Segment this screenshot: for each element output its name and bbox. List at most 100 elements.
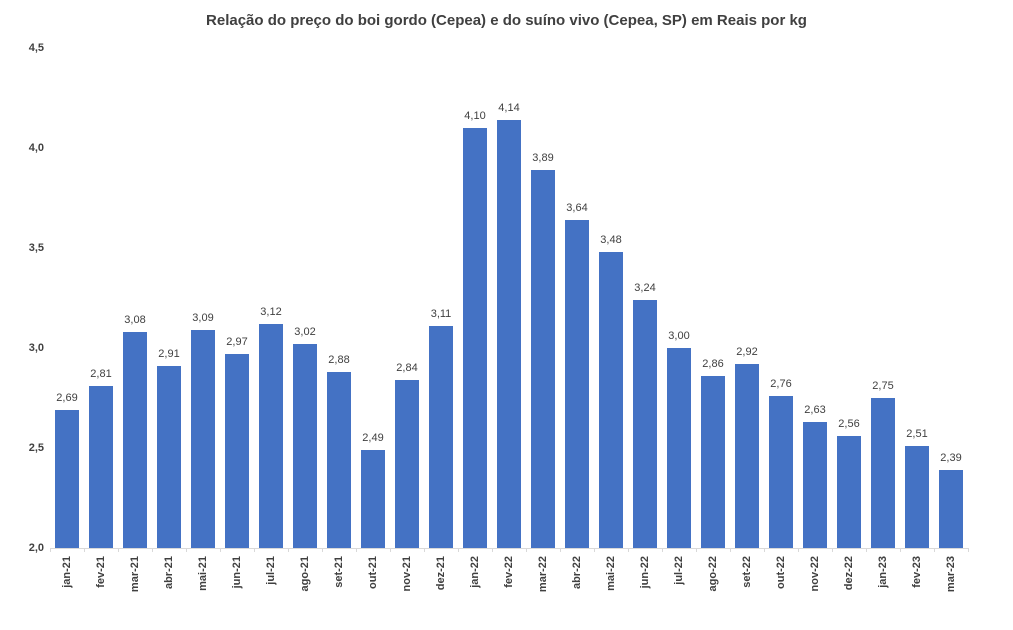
- x-label-slot: fev-23: [900, 556, 934, 616]
- bar-value-label: 3,02: [294, 326, 316, 338]
- bar-set-21: [327, 372, 351, 548]
- y-axis: 4,5 4,0 3,5 3,0 2,5 2,0: [8, 42, 44, 554]
- bar-value-label: 3,11: [430, 308, 452, 320]
- x-axis-tick: [50, 548, 51, 552]
- x-label-slot: ago-22: [696, 556, 730, 616]
- y-axis-label: 2,0: [28, 542, 44, 554]
- bar-value-label: 3,00: [668, 330, 690, 342]
- x-axis-label: jul-22: [673, 556, 685, 585]
- bar-mar-22: [531, 170, 555, 548]
- bar-slot-ago-22: 2,86: [696, 48, 730, 548]
- x-axis-label: set-22: [741, 556, 753, 588]
- bar-slot-mai-21: 3,09: [186, 48, 220, 548]
- bar-set-22: [735, 364, 759, 548]
- bar-jun-21: [225, 354, 249, 548]
- x-axis-tick: [458, 548, 459, 552]
- bar-jul-22: [667, 348, 691, 548]
- bar-slot-abr-22: 3,64: [560, 48, 594, 548]
- bar-slot-abr-21: 2,91: [152, 48, 186, 548]
- bar-value-label: 2,75: [872, 380, 894, 392]
- x-label-slot: jul-21: [254, 556, 288, 616]
- x-axis-tick: [968, 548, 969, 552]
- chart-title: Relação do preço do boi gordo (Cepea) e …: [206, 12, 807, 29]
- x-axis-tick: [186, 548, 187, 552]
- bar-slot-out-21: 2,49: [356, 48, 390, 548]
- x-axis-tick: [424, 548, 425, 552]
- bar-mar-21: [123, 332, 147, 548]
- x-label-slot: out-21: [356, 556, 390, 616]
- x-axis-tick: [866, 548, 867, 552]
- x-axis-line: [50, 548, 968, 549]
- bar-slot-mai-22: 3,48: [594, 48, 628, 548]
- x-axis-label: out-22: [775, 556, 787, 589]
- bar-slot-nov-21: 2,84: [390, 48, 424, 548]
- bar-dez-22: [837, 436, 861, 548]
- y-axis-label: 2,5: [28, 442, 44, 454]
- bar-slot-jan-23: 2,75: [866, 48, 900, 548]
- x-axis-label: jan-21: [61, 556, 73, 588]
- y-axis-label: 3,5: [28, 242, 44, 254]
- x-label-slot: jun-21: [220, 556, 254, 616]
- x-axis-tick: [492, 548, 493, 552]
- bar-value-label: 2,49: [362, 432, 384, 444]
- x-label-slot: set-21: [322, 556, 356, 616]
- x-axis-label: jun-22: [639, 556, 651, 589]
- x-label-slot: out-22: [764, 556, 798, 616]
- x-axis-label: fev-22: [503, 556, 515, 588]
- x-axis-tick: [322, 548, 323, 552]
- bar-value-label: 2,56: [838, 418, 860, 431]
- x-label-slot: abr-21: [152, 556, 186, 616]
- x-axis-tick: [661, 548, 663, 552]
- bar-out-22: [769, 396, 793, 548]
- bar-slot-jan-21: 2,69: [50, 48, 84, 548]
- x-axis-tick: [934, 548, 935, 552]
- bar-jan-23: [871, 398, 895, 548]
- bar-fev-23: [905, 446, 929, 548]
- x-axis-label: jun-21: [231, 556, 243, 589]
- bar-value-label: 2,92: [736, 346, 758, 358]
- bar-value-label: 3,48: [600, 234, 622, 246]
- bar-value-label: 4,10: [464, 110, 486, 122]
- x-label-slot: mar-22: [526, 556, 560, 616]
- x-axis-label: mai-21: [197, 556, 209, 591]
- x-label-slot: mar-21: [118, 556, 152, 616]
- bar-value-label: 3,12: [260, 306, 282, 319]
- bar-slot-nov-22: 2,63: [798, 48, 832, 548]
- bar-slot-mar-23: 2,39: [934, 48, 968, 548]
- bar-abr-22: [565, 220, 589, 548]
- x-axis-tick: [900, 548, 901, 552]
- bar-nov-21: [395, 380, 419, 548]
- x-label-slot: jan-23: [866, 556, 900, 616]
- bar-ago-22: [701, 376, 725, 548]
- bar-slot-jul-21: 3,12: [254, 48, 288, 548]
- x-axis-label: ago-21: [299, 556, 311, 592]
- x-axis-label: mar-21: [129, 556, 141, 593]
- bar-jan-22: [463, 128, 487, 548]
- x-label-slot: mai-21: [186, 556, 220, 616]
- bar-slot-set-22: 2,92: [730, 48, 764, 548]
- x-label-slot: jan-22: [458, 556, 492, 616]
- x-axis-tick: [628, 548, 629, 552]
- x-axis-label: jan-22: [469, 556, 481, 588]
- bar-fev-22: [497, 120, 521, 548]
- bar-slot-fev-23: 2,51: [900, 48, 934, 548]
- x-axis-tick: [220, 548, 221, 552]
- x-label-slot: dez-22: [832, 556, 866, 616]
- x-axis-tick: [696, 548, 697, 552]
- y-axis-label: 4,0: [28, 142, 44, 154]
- x-label-slot: abr-22: [560, 556, 594, 616]
- x-axis-label: mai-22: [605, 556, 617, 591]
- x-axis-tick: [764, 548, 765, 552]
- bar-slot-jan-22: 4,10: [458, 48, 492, 548]
- bar-slot-set-21: 2,88: [322, 48, 356, 548]
- x-axis-label: out-21: [367, 556, 379, 589]
- bar-fev-21: [89, 386, 113, 548]
- bar-slot-dez-21: 3,11: [424, 48, 458, 548]
- bar-value-label: 3,64: [566, 202, 588, 215]
- bar-value-label: 2,51: [906, 428, 928, 440]
- x-axis-tick: [526, 548, 527, 552]
- x-axis-tick: [118, 548, 119, 552]
- y-axis-label: 4,5: [28, 42, 44, 54]
- x-axis-tick: [152, 548, 153, 552]
